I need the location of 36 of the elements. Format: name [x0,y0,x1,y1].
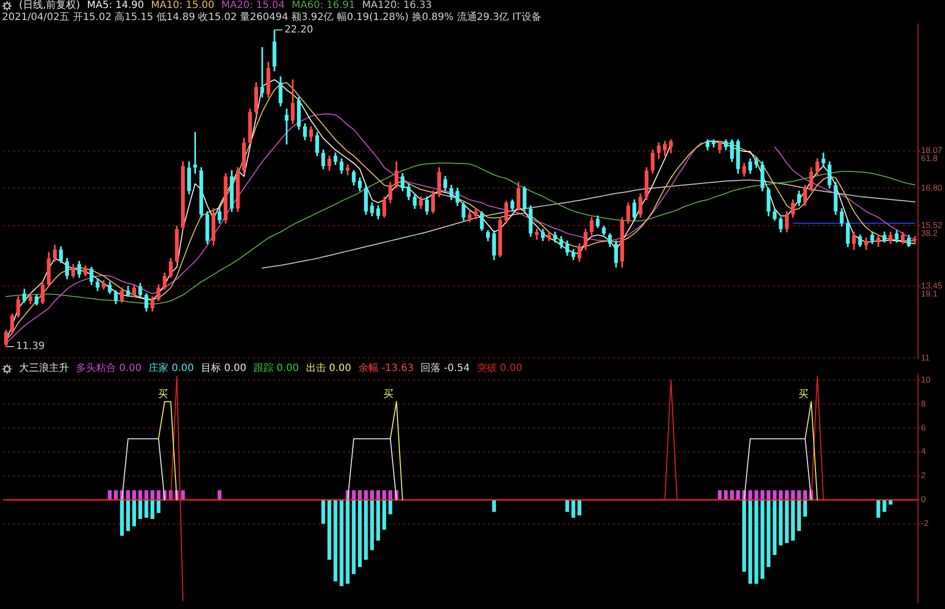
y2-tick-label: 19.1 [921,288,938,298]
legend-label: 回落 -0.54 [420,363,470,375]
y-tick-label: 2 [921,470,926,480]
y2-tick-label: 38.2 [921,228,938,238]
y-tick-label: 15.52 [921,220,943,230]
y-tick-label: 13.45 [921,280,943,291]
legend-label: 余幅 -13.63 [358,363,414,375]
y-tick-label: 16.80 [921,182,943,192]
text: MA20: 15.04 [221,0,285,12]
text: 多头粘合 0.00 [76,363,142,375]
annotation: 11.39 [16,341,45,352]
text: 庄家 0.00 [148,363,194,375]
y-tick-label: 18.07 [921,145,943,156]
y-tick-label: 11 [921,352,930,362]
y-tick-label: 10 [921,374,931,384]
chart-subtitle: 2021/04/02五 开15.02 高15.15 低14.89 收15.02 量260494 额3.92亿 幅0.19(1.28%) 换0.89% 流通29.3亿 IT设备 [2,12,542,24]
text: MA120: 16.33 [362,0,432,12]
text: MA60: 16.91 [292,0,356,12]
chart-title: 大三浪主升 [19,363,69,375]
legend-label: 跟踪 0.00 [253,363,299,375]
data-label: 买 [158,389,168,400]
text: 目标 0.00 [200,363,246,375]
y-tick-label: 0 [921,494,926,504]
chart-title: (日线,前复权) [19,0,80,12]
data-label: 买 [798,389,808,400]
text: 出击 0.00 [306,363,352,375]
text: 突破 0.00 [476,363,522,375]
annotation: 22.20 [284,24,314,36]
y-tick-label: 6 [921,422,926,432]
text: MA5: 14.90 [86,0,144,12]
y-tick-label: 8 [921,398,926,408]
text: MA10: 15.00 [151,0,214,12]
y-tick-label: 4 [921,446,926,456]
y-tick-label: -2 [921,518,929,528]
y2-tick-label: 61.8 [921,153,938,164]
data-label: 买 [383,389,394,400]
